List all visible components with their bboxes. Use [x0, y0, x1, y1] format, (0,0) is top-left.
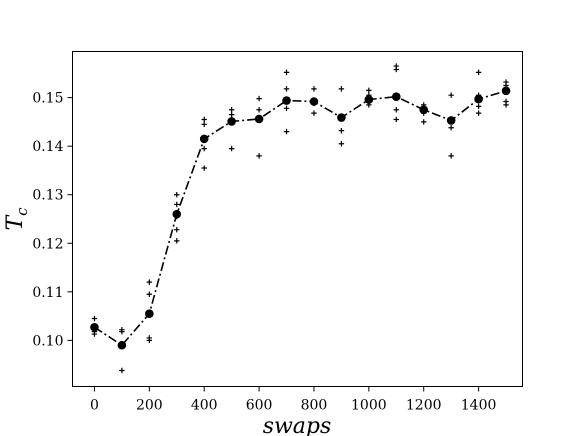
tick-layer: 0 200 400 600 800 1000 1200 1400 0.10 0.11 0.12 0.1… [32, 91, 496, 414]
x-axis-title: swaps [263, 414, 332, 436]
y-tick-label: 0.13 [32, 188, 63, 204]
mean-point [474, 94, 483, 104]
sample-point [228, 107, 235, 113]
sample-point [311, 86, 317, 92]
x-tick-label: 800 [301, 398, 328, 414]
sample-point [448, 92, 454, 98]
x-tick-label: 1400 [461, 398, 497, 414]
data-layer [90, 63, 511, 374]
sample-point [256, 95, 262, 102]
x-tick-label: 400 [191, 398, 218, 414]
sample-point [283, 86, 290, 92]
mean-point [419, 105, 429, 115]
sample-point [256, 153, 262, 159]
mean-point [282, 96, 291, 105]
sample-point [338, 127, 345, 134]
mean-point [446, 116, 456, 125]
sample-point [393, 116, 399, 123]
sample-point [201, 145, 207, 152]
sample-point [201, 116, 207, 123]
mean-point [172, 209, 182, 219]
sample-point [311, 110, 317, 116]
sample-point [228, 145, 235, 152]
sample-point [256, 107, 262, 113]
sample-point [338, 86, 345, 92]
sample-point [475, 103, 482, 110]
sample-point [475, 110, 482, 116]
y-tick-label: 0.14 [32, 139, 63, 155]
mean-point [364, 95, 374, 104]
mean-point [145, 309, 154, 318]
sample-point [146, 291, 153, 297]
sample-point [174, 201, 180, 208]
x-tick-label: 600 [246, 398, 273, 414]
sample-point [119, 328, 125, 335]
sample-point [201, 121, 207, 128]
plot-frame [72, 51, 523, 387]
y-tick-label: 0.11 [32, 285, 63, 301]
sample-point [201, 165, 207, 171]
sample-point [228, 111, 235, 118]
sample-point [119, 367, 125, 374]
mean-point [199, 134, 209, 144]
mean-point [254, 114, 264, 124]
y-tick-label: 0.10 [32, 333, 63, 349]
mean-point [227, 117, 236, 126]
mean-point [337, 113, 346, 122]
x-tick-label: 1000 [351, 398, 387, 414]
sample-point [146, 279, 153, 285]
sample-point [174, 192, 180, 198]
sample-point [174, 238, 180, 244]
y-axis-title: Tc [3, 207, 31, 231]
sample-point [283, 69, 290, 76]
sample-point [283, 105, 290, 112]
sample-point [393, 66, 399, 73]
x-tick-label: 0 [90, 398, 99, 414]
sample-point [91, 315, 98, 322]
mean-point [309, 97, 319, 106]
sample-point [338, 141, 345, 147]
sample-point [448, 153, 454, 159]
x-tick-label: 1200 [406, 398, 442, 414]
mean-point [391, 92, 401, 101]
y-tick-label: 0.15 [32, 91, 63, 107]
sample-point [475, 69, 482, 76]
sample-point [448, 125, 454, 131]
mean-series-line [94, 90, 507, 347]
y-tick-label: 0.12 [32, 236, 63, 252]
mean-point [90, 322, 99, 332]
sample-point [283, 128, 290, 135]
mean-point [117, 340, 127, 350]
x-tick-label: 200 [136, 398, 163, 414]
sample-point [91, 331, 98, 337]
sample-point [366, 87, 372, 94]
sample-point [393, 107, 399, 113]
sample-point [146, 337, 153, 344]
sample-point [174, 226, 180, 233]
sample-point [503, 102, 509, 108]
sample-point [421, 119, 427, 125]
mean-point [501, 86, 511, 96]
